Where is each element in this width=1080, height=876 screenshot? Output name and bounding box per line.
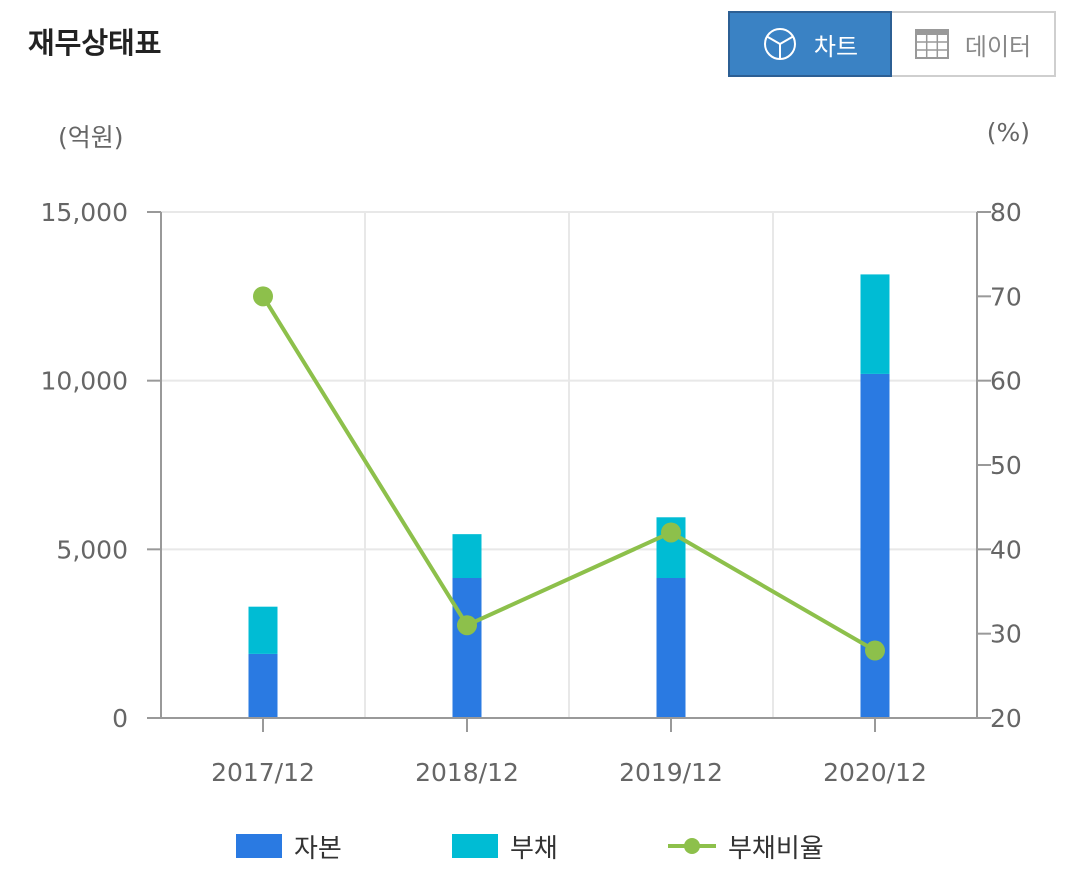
right-tick-label: 30 (990, 620, 1022, 649)
x-tick-label: 2020/12 (823, 758, 927, 787)
legend-label-liabilities: 부채 (510, 833, 558, 864)
right-tick-label: 70 (990, 282, 1022, 311)
capital-bar (860, 373, 890, 718)
debt-ratio-point (253, 286, 273, 307)
liabilities-bar (860, 274, 890, 374)
right-tick-label: 40 (990, 535, 1022, 564)
right-tick-label: 60 (990, 367, 1022, 396)
right-axis-unit: (%) (986, 118, 1030, 147)
capital-bar (248, 653, 278, 718)
bar-series (248, 274, 890, 718)
legend-item-capital[interactable]: 자본 (236, 826, 342, 866)
view-toggle: 차트 데이터 (728, 11, 1056, 77)
data-tab-button[interactable]: 데이터 (892, 11, 1056, 77)
x-tick-label: 2019/12 (619, 758, 723, 787)
right-tick-label: 80 (990, 198, 1022, 227)
legend-label-capital: 자본 (294, 833, 342, 864)
ratio-line-series (253, 286, 885, 661)
left-tick-label: 15,000 (41, 198, 128, 227)
grid-lines (161, 211, 977, 718)
x-tick-label: 2018/12 (415, 758, 519, 787)
debt-ratio-point (865, 640, 885, 661)
left-axis-unit: (억원) (58, 123, 124, 152)
chart-tab-button[interactable]: 차트 (728, 11, 892, 77)
right-tick-label: 50 (990, 451, 1022, 480)
data-tab-label: 데이터 (964, 32, 1032, 61)
page-title: 재무상태표 (28, 26, 162, 60)
legend-item-liabilities[interactable]: 부채 (452, 826, 558, 866)
debt-ratio-line (261, 295, 877, 653)
legend: 자본 부채 부채비율 (0, 826, 1080, 866)
pie-chart-icon (762, 26, 798, 62)
chart-tab-label: 차트 (813, 32, 859, 61)
right-tick-label: 20 (990, 704, 1022, 733)
tick-labels: 0 5,000 10,000 15,000 20 30 40 50 60 70 80 2017/12 2… (41, 198, 1022, 787)
liabilities-swatch (452, 834, 498, 858)
capital-bar (452, 578, 482, 718)
x-tick-label: 2017/12 (211, 758, 315, 787)
table-grid-icon (914, 29, 949, 59)
capital-swatch (236, 834, 282, 858)
debt-ratio-point (661, 522, 681, 543)
legend-item-debt-ratio[interactable]: 부채비율 (668, 826, 824, 866)
debt-ratio-point (457, 615, 477, 636)
left-tick-label: 0 (112, 704, 128, 733)
left-tick-label: 5,000 (56, 535, 128, 564)
axes (147, 211, 991, 732)
capital-bar (656, 578, 686, 718)
left-tick-label: 10,000 (41, 367, 128, 396)
debt-ratio-swatch (668, 834, 716, 858)
financial-chart: 0 5,000 10,000 15,000 20 30 40 50 60 70 80 2017/12 2… (41, 198, 1022, 787)
liabilities-bar (248, 606, 278, 654)
liabilities-bar (452, 534, 482, 579)
legend-label-debt-ratio: 부채비율 (728, 833, 824, 864)
